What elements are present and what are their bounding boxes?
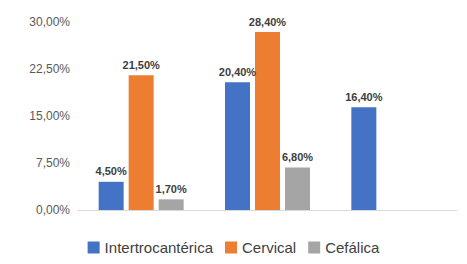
- svg-text:Cervical: Cervical: [242, 239, 296, 256]
- svg-text:15,00%: 15,00%: [29, 109, 70, 123]
- svg-text:16,40%: 16,40%: [345, 91, 383, 103]
- svg-text:0,00%: 0,00%: [36, 203, 70, 217]
- svg-text:Intertrocantérica: Intertrocantérica: [105, 239, 214, 256]
- svg-text:21,50%: 21,50%: [123, 59, 161, 71]
- svg-text:30,00%: 30,00%: [29, 15, 70, 29]
- svg-text:28,40%: 28,40%: [249, 16, 287, 28]
- svg-text:20,40%: 20,40%: [219, 66, 257, 78]
- svg-text:7,50%: 7,50%: [36, 156, 70, 170]
- svg-text:22,50%: 22,50%: [29, 62, 70, 76]
- svg-text:1,70%: 1,70%: [156, 183, 187, 195]
- svg-text:6,80%: 6,80%: [282, 151, 313, 163]
- svg-text:Cefálica: Cefálica: [325, 239, 380, 256]
- svg-text:4,50%: 4,50%: [96, 165, 127, 177]
